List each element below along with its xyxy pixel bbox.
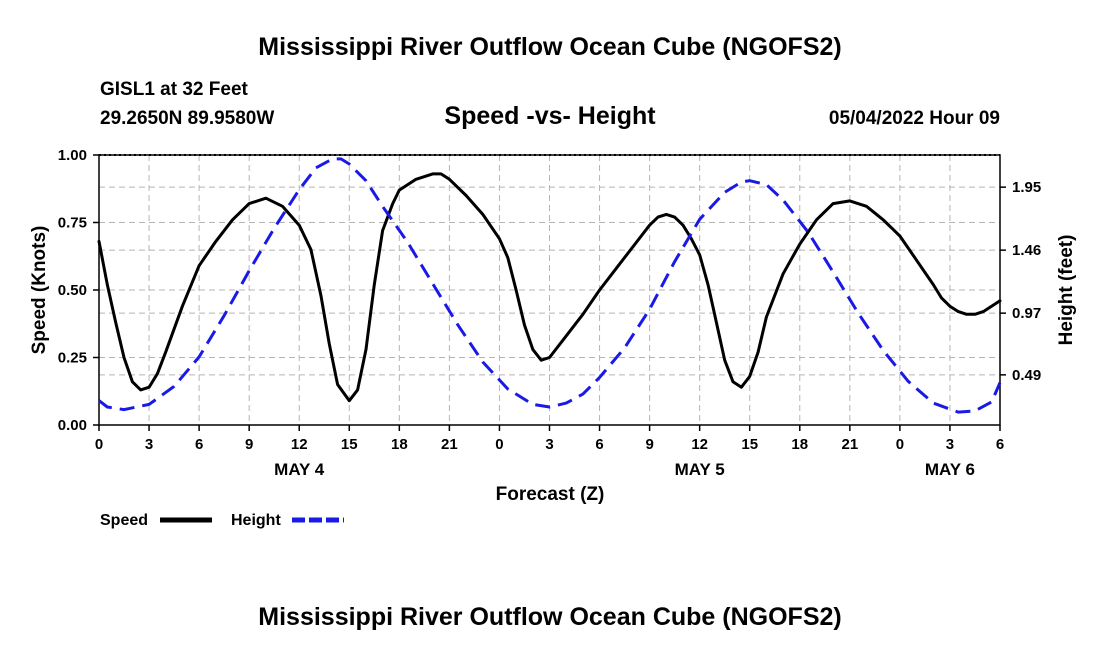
x-axis-ticks: 0 3 6 9 12 15 18 21 0 3 6 9 12 15 18 21 0 3 6 xyxy=(95,425,1004,453)
right-axis-ticks: 0.49 0.97 1.46 1.95 xyxy=(1000,179,1041,384)
x-tick-label: 21 xyxy=(441,436,458,453)
location-label: 29.2650N 89.9580W xyxy=(100,108,274,129)
legend-height-label: Height xyxy=(231,512,281,529)
x-tick-label: 6 xyxy=(595,436,603,453)
day-label: MAY 5 xyxy=(675,460,725,479)
footer-title: Mississippi River Outflow Ocean Cube (NG… xyxy=(258,603,841,631)
left-axis-ticks: 0.00 0.25 0.50 0.75 1.00 xyxy=(58,147,99,434)
x-tick-label: 15 xyxy=(341,436,358,453)
x-tick-label: 0 xyxy=(95,436,103,453)
x-tick-label: 12 xyxy=(291,436,308,453)
right-tick-label: 0.97 xyxy=(1012,305,1041,322)
series-height-line xyxy=(98,157,1002,414)
x-tick-label: 3 xyxy=(145,436,153,453)
x-tick-label: 21 xyxy=(841,436,858,453)
y-axis-label-left: Speed (Knots) xyxy=(29,226,50,355)
grid-lines xyxy=(99,154,1000,425)
x-tick-label: 18 xyxy=(791,436,808,453)
right-tick-label: 0.49 xyxy=(1012,367,1041,384)
day-label: MAY 4 xyxy=(274,460,325,479)
chart-title: Mississippi River Outflow Ocean Cube (NG… xyxy=(258,33,841,61)
left-tick-label: 0.00 xyxy=(58,417,87,434)
legend-speed-label: Speed xyxy=(100,512,148,529)
x-tick-label: 9 xyxy=(245,436,253,453)
left-tick-label: 0.50 xyxy=(58,282,87,299)
x-tick-label: 15 xyxy=(741,436,758,453)
station-label: GISL1 at 32 Feet xyxy=(100,79,249,100)
x-tick-label: 9 xyxy=(645,436,653,453)
x-tick-label: 0 xyxy=(495,436,503,453)
x-tick-label: 6 xyxy=(996,436,1004,453)
series-lines xyxy=(97,157,1002,414)
x-tick-label: 6 xyxy=(195,436,203,453)
right-tick-label: 1.46 xyxy=(1012,242,1041,259)
left-tick-label: 0.25 xyxy=(58,350,87,367)
x-tick-label: 3 xyxy=(545,436,553,453)
chart-subtitle: Speed -vs- Height xyxy=(444,102,656,130)
y-axis-label-right: Height (feet) xyxy=(1056,235,1077,346)
x-tick-label: 12 xyxy=(691,436,708,453)
x-tick-label: 3 xyxy=(946,436,954,453)
left-tick-label: 1.00 xyxy=(58,147,87,164)
legend: Speed Height xyxy=(100,512,344,529)
series-speed-line xyxy=(97,172,1002,403)
date-label: 05/04/2022 Hour 09 xyxy=(829,108,1000,129)
day-label: MAY 6 xyxy=(925,460,975,479)
x-tick-label: 18 xyxy=(391,436,408,453)
right-tick-label: 1.95 xyxy=(1012,179,1041,196)
left-tick-label: 0.75 xyxy=(58,215,87,232)
x-tick-label: 0 xyxy=(896,436,904,453)
x-axis-label: Forecast (Z) xyxy=(496,484,605,505)
day-labels: MAY 4 MAY 5 MAY 6 xyxy=(274,460,975,479)
